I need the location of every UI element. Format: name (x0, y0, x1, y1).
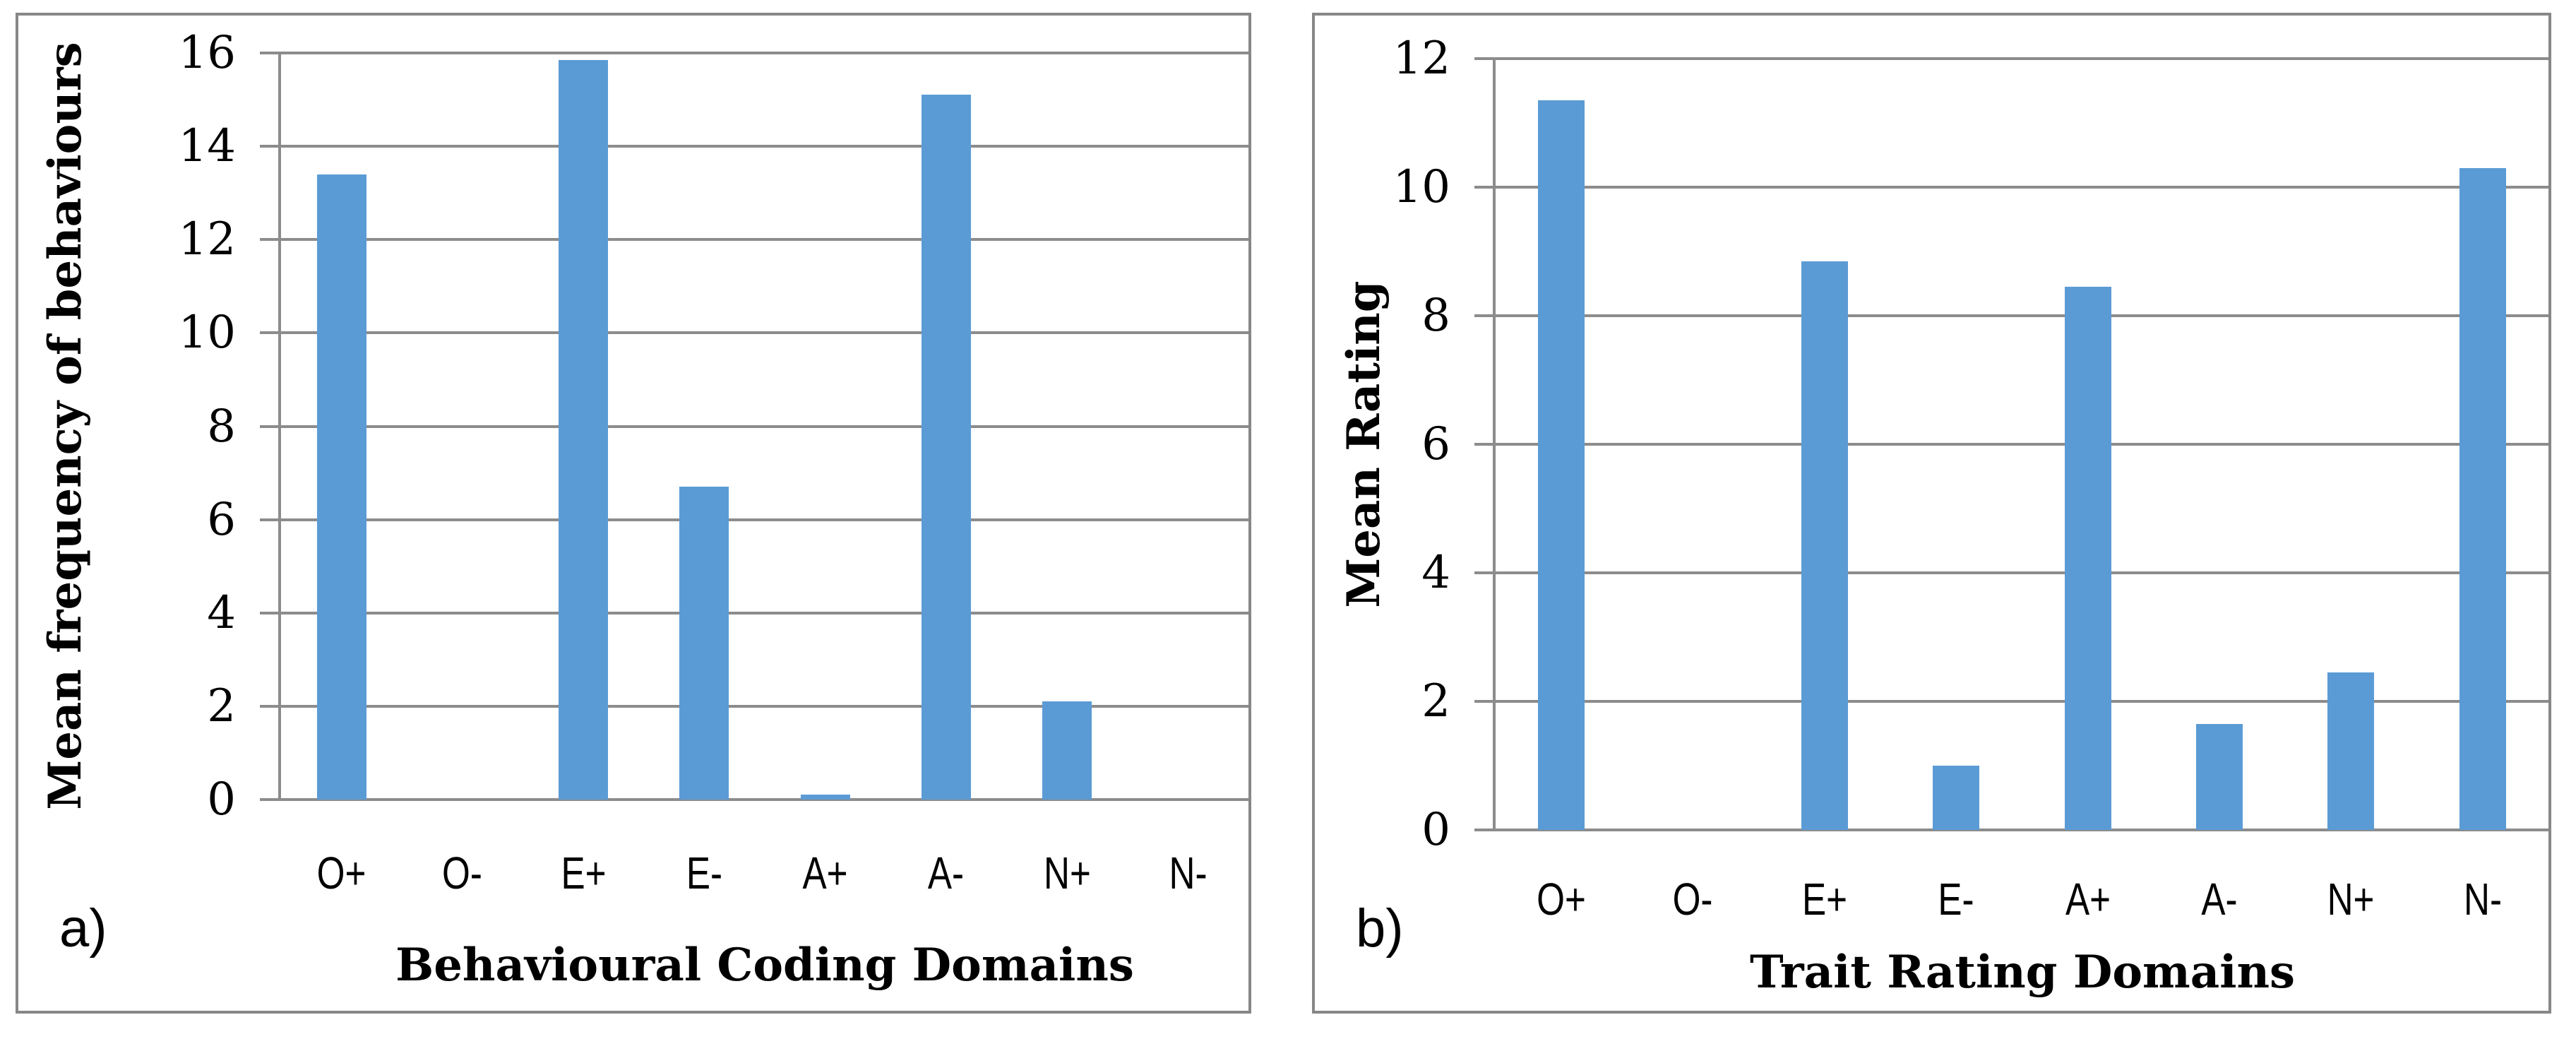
x-category-label-A+: A+ (802, 848, 848, 898)
panel-letter-b: b) (1356, 898, 1404, 958)
y-axis-title-a: Mean frequency of behaviours (39, 42, 92, 810)
y-tick-label-16: 16 (178, 27, 236, 79)
gridline-y10 (260, 331, 1248, 334)
x-category-label-N+: N+ (1044, 848, 1091, 898)
bar-E+ (1801, 261, 1848, 830)
x-category-label-A-: A- (927, 848, 965, 898)
x-axis-line (1474, 829, 2548, 831)
y-tick-label-10: 10 (1393, 161, 1450, 213)
bar-N+ (2327, 672, 2374, 830)
y-tick-label-8: 8 (1421, 290, 1450, 342)
gridline-y10 (1474, 186, 2548, 189)
x-category-label-O-: O- (1672, 874, 1713, 925)
gridline-y8 (260, 425, 1248, 428)
x-category-label-A+: A+ (2065, 874, 2111, 925)
x-category-label-E+: E+ (1801, 874, 1848, 925)
y-tick-label-2: 2 (207, 680, 236, 732)
panel-letter-a: a) (59, 898, 107, 958)
bar-N+ (1042, 701, 1092, 800)
x-category-label-N-: N- (1169, 848, 1208, 898)
gridline-y8 (1474, 314, 2548, 317)
x-axis-line (260, 798, 1248, 801)
y-tick-label-8: 8 (207, 400, 236, 453)
x-category-label-E-: E- (686, 848, 723, 898)
x-category-label-E-: E- (1938, 874, 1974, 925)
bar-E- (1933, 766, 1979, 830)
x-axis-title-b: Trait Rating Domains (1749, 946, 2296, 999)
x-category-label-N-: N- (2463, 874, 2503, 925)
gridline-y12 (1474, 57, 2548, 60)
y-tick-label-6: 6 (207, 494, 236, 546)
y-tick-label-0: 0 (1421, 804, 1450, 856)
y-tick-label-12: 12 (1393, 32, 1450, 85)
bar-A+ (801, 795, 850, 800)
bar-E+ (559, 60, 608, 800)
x-category-label-A-: A- (2201, 874, 2238, 925)
y-axis-line (278, 52, 281, 801)
y-tick-label-14: 14 (178, 120, 236, 172)
bar-A- (2196, 724, 2243, 830)
gridline-y16 (260, 52, 1248, 54)
x-category-label-O-: O- (442, 848, 482, 898)
x-axis-title-a: Behavioural Coding Domains (395, 939, 1134, 992)
y-tick-label-6: 6 (1421, 418, 1450, 470)
x-category-label-E+: E+ (561, 848, 607, 898)
bar-O+ (1538, 100, 1585, 830)
y-tick-label-2: 2 (1421, 675, 1450, 728)
x-category-label-O+: O+ (1537, 874, 1586, 925)
y-tick-label-4: 4 (207, 587, 236, 639)
chart-panel-a: Mean frequency of behaviours Behavioural… (16, 13, 1251, 1014)
y-axis-line (1493, 57, 1496, 831)
y-tick-label-0: 0 (207, 773, 236, 826)
bar-A+ (2065, 287, 2111, 830)
gridline-y4 (1474, 571, 2548, 574)
bar-N- (2459, 168, 2506, 830)
gridline-y6 (1474, 443, 2548, 446)
bar-A- (922, 95, 971, 800)
x-category-label-O+: O+ (316, 848, 366, 898)
bar-O+ (317, 174, 366, 800)
gridline-y2 (260, 705, 1248, 708)
y-tick-label-12: 12 (178, 213, 236, 266)
gridline-y2 (1474, 700, 2548, 703)
y-tick-label-4: 4 (1421, 547, 1450, 599)
gridline-y12 (260, 238, 1248, 241)
x-category-label-N+: N+ (2327, 874, 2375, 925)
gridline-y14 (260, 145, 1248, 148)
y-tick-label-10: 10 (178, 307, 236, 359)
bar-E- (679, 487, 729, 800)
gridline-y6 (260, 518, 1248, 521)
gridline-y4 (260, 612, 1248, 615)
